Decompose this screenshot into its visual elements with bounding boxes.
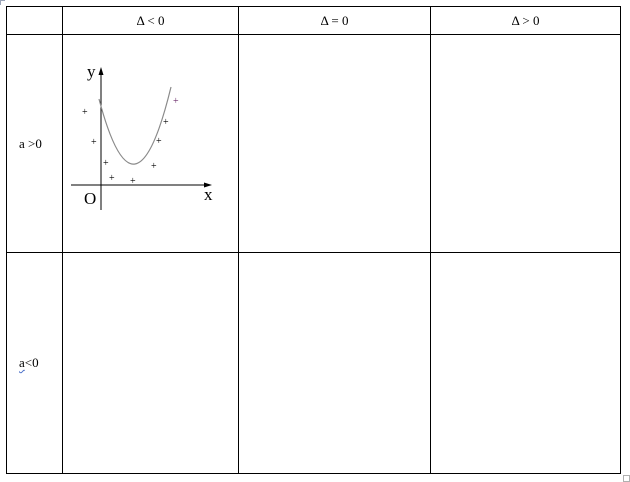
plus-mark: + [151,161,157,172]
row-label-a-spellcheck: a [19,355,25,370]
cell-a-positive-delta-negative[interactable]: y x O + + + + + + + + + [62,34,239,253]
row-label-condition: <0 [24,355,39,370]
cell-a-negative-delta-negative[interactable] [62,252,239,474]
y-axis-label: y [87,62,96,81]
plus-mark: + [82,107,88,118]
discriminant-table: Δ < 0 Δ = 0 Δ > 0 a >0 y x [6,6,621,474]
plus-mark: + [130,176,136,187]
row-label-a: a [19,135,25,151]
row-a-positive: a >0 y x O + [6,34,621,253]
row-label-a-positive[interactable]: a >0 [6,34,63,253]
plus-mark: + [173,96,179,107]
origin-label: O [84,189,96,208]
cell-a-negative-delta-zero[interactable] [238,252,431,474]
plus-mark: + [91,137,97,148]
parabola-curve [98,86,172,165]
header-cell-delta-negative[interactable]: Δ < 0 [62,6,239,35]
x-axis-arrow [204,182,212,188]
cell-a-negative-delta-positive[interactable] [430,252,621,474]
row-label-condition: >0 [24,135,42,151]
plus-mark: + [109,173,115,184]
y-axis-arrow [98,67,104,75]
header-cell-delta-positive[interactable]: Δ > 0 [430,6,621,35]
cell-a-positive-delta-positive[interactable] [430,34,621,253]
corner-mark-top-left [0,0,5,5]
row-label-a-negative[interactable]: a<0 [6,252,63,474]
parabola-graph: y x O + + + + + + + + + [71,62,213,210]
header-row: Δ < 0 Δ = 0 Δ > 0 [6,6,621,35]
cell-a-positive-delta-zero[interactable] [238,34,431,253]
plus-mark: + [156,136,162,147]
row-a-negative: a<0 [6,252,621,474]
x-axis-label: x [204,185,213,204]
plus-mark: + [163,117,169,128]
header-cell-delta-zero[interactable]: Δ = 0 [238,6,431,35]
header-cell-empty[interactable] [6,6,63,35]
plus-mark: + [103,158,109,169]
